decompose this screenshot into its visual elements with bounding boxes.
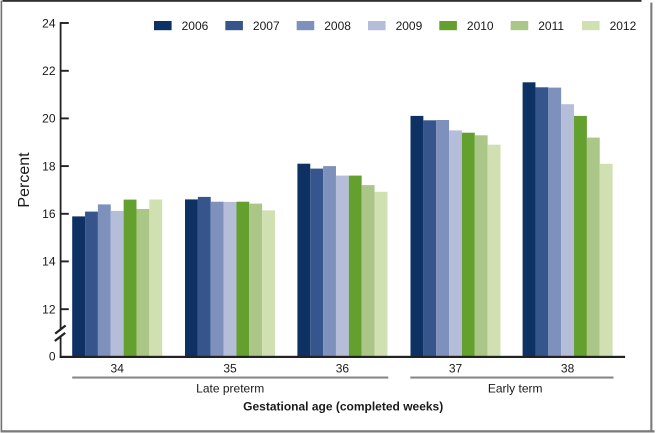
svg-text:34: 34 bbox=[111, 361, 125, 375]
svg-text:12: 12 bbox=[42, 303, 56, 317]
svg-text:35: 35 bbox=[223, 361, 237, 375]
svg-text:20: 20 bbox=[42, 112, 56, 126]
svg-text:Early term: Early term bbox=[488, 381, 543, 395]
svg-text:Late preterm: Late preterm bbox=[196, 381, 264, 395]
svg-text:Percent: Percent bbox=[16, 152, 33, 208]
svg-text:2011: 2011 bbox=[538, 19, 564, 33]
svg-text:22: 22 bbox=[42, 64, 56, 78]
svg-text:16: 16 bbox=[42, 207, 56, 221]
svg-text:Gestational age (completed wee: Gestational age (completed weeks) bbox=[243, 399, 443, 413]
svg-text:2009: 2009 bbox=[396, 19, 423, 33]
svg-text:14: 14 bbox=[42, 255, 56, 269]
svg-text:2012: 2012 bbox=[610, 19, 637, 33]
svg-text:37: 37 bbox=[449, 361, 463, 375]
svg-text:2008: 2008 bbox=[324, 19, 351, 33]
svg-text:0: 0 bbox=[49, 349, 56, 363]
svg-text:2006: 2006 bbox=[182, 19, 209, 33]
svg-text:38: 38 bbox=[561, 361, 575, 375]
svg-text:2010: 2010 bbox=[467, 19, 494, 33]
svg-text:24: 24 bbox=[42, 16, 56, 30]
svg-text:36: 36 bbox=[336, 361, 350, 375]
svg-text:18: 18 bbox=[42, 159, 56, 173]
svg-text:2007: 2007 bbox=[253, 19, 280, 33]
